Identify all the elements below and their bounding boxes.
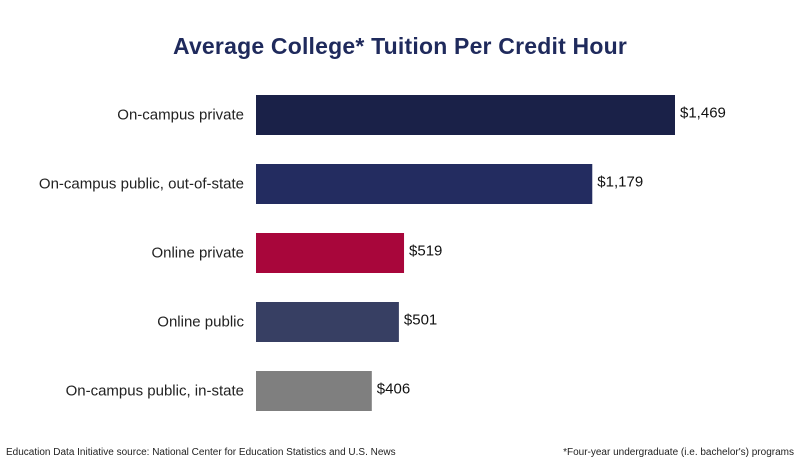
source-note: Education Data Initiative source: Nation… bbox=[6, 447, 396, 458]
category-label-4: On-campus public, in-state bbox=[66, 383, 244, 400]
category-label-1: On-campus public, out-of-state bbox=[39, 176, 244, 193]
footnote: *Four-year undergraduate (i.e. bachelor'… bbox=[563, 447, 794, 458]
category-label-3: Online public bbox=[157, 314, 244, 331]
value-label-2: $519 bbox=[409, 243, 442, 260]
value-label-4: $406 bbox=[377, 381, 410, 398]
value-label-0: $1,469 bbox=[680, 105, 726, 122]
chart-title: Average College* Tuition Per Credit Hour bbox=[172, 33, 628, 59]
category-label-2: Online private bbox=[151, 245, 244, 262]
bar-0 bbox=[256, 95, 675, 135]
bar-3 bbox=[256, 302, 399, 342]
value-label-1: $1,179 bbox=[597, 174, 643, 191]
category-label-0: On-campus private bbox=[117, 107, 244, 124]
value-label-3: $501 bbox=[404, 312, 437, 329]
bars-layer: On-campus private $1,469 On-campus public,… bbox=[39, 95, 726, 411]
bar-2 bbox=[256, 233, 405, 273]
bar-1 bbox=[256, 164, 593, 204]
bar-4 bbox=[256, 371, 372, 411]
